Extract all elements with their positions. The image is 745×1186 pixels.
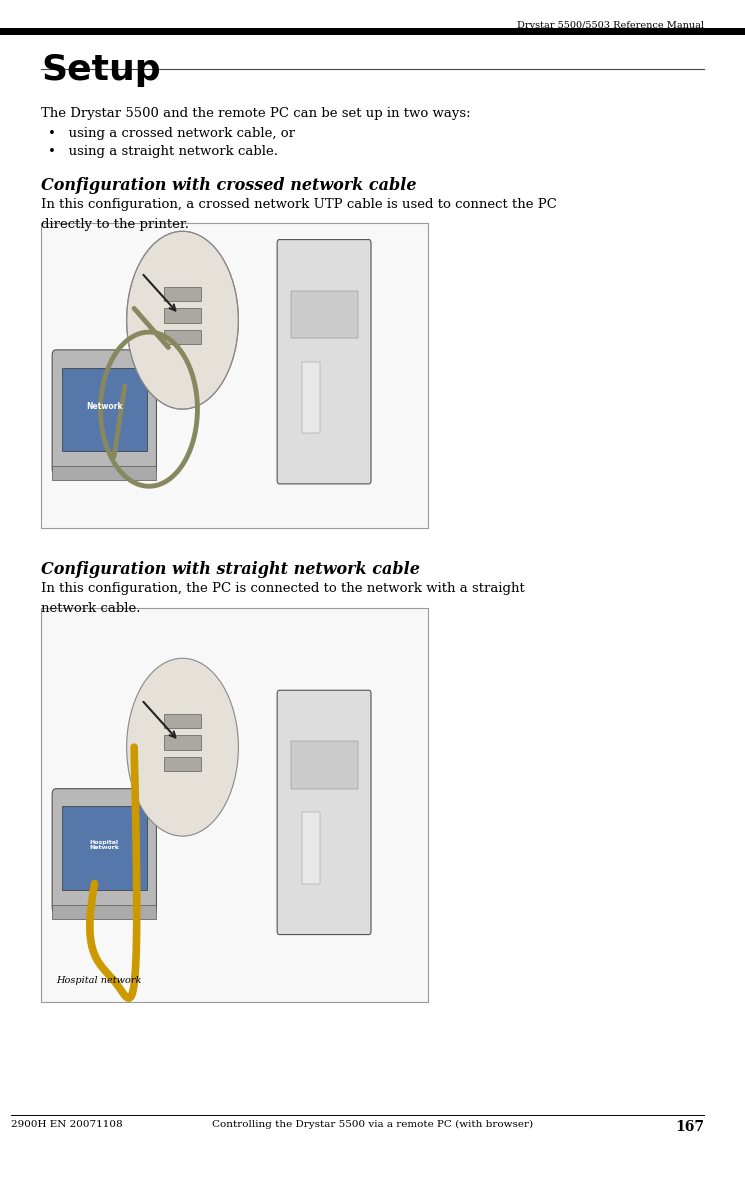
Bar [52, 905, 156, 919]
Bar [164, 714, 201, 728]
Bar [41, 223, 428, 528]
Bar [164, 330, 201, 344]
Text: •   using a crossed network cable, or: • using a crossed network cable, or [48, 127, 296, 140]
Text: Hospital network: Hospital network [56, 976, 142, 986]
FancyBboxPatch shape [52, 350, 156, 474]
FancyBboxPatch shape [277, 690, 371, 935]
Bar [41, 608, 428, 1002]
FancyBboxPatch shape [277, 240, 371, 484]
Text: Hospital
Network: Hospital Network [89, 840, 119, 850]
Text: In this configuration, the PC is connected to the network with a straight: In this configuration, the PC is connect… [41, 582, 524, 595]
Bar [52, 466, 156, 480]
Bar [291, 291, 358, 338]
Bar [62, 368, 147, 451]
Text: 2900H EN 20071108: 2900H EN 20071108 [11, 1120, 123, 1129]
Bar [164, 757, 201, 771]
Bar [164, 287, 201, 301]
Bar [291, 741, 358, 789]
Bar [62, 806, 147, 890]
Text: 167: 167 [675, 1120, 704, 1134]
Text: Configuration with crossed network cable: Configuration with crossed network cable [41, 177, 416, 193]
Text: Network: Network [86, 402, 123, 410]
Circle shape [127, 231, 238, 409]
Bar [0, 27, 745, 34]
Bar [164, 308, 201, 323]
Text: Controlling the Drystar 5500 via a remote PC (with browser): Controlling the Drystar 5500 via a remot… [212, 1120, 533, 1129]
Bar [164, 735, 201, 750]
Text: network cable.: network cable. [41, 602, 141, 616]
Circle shape [127, 658, 238, 836]
FancyBboxPatch shape [52, 789, 156, 913]
Text: directly to the printer.: directly to the printer. [41, 218, 189, 231]
Bar [302, 812, 320, 884]
Text: Setup: Setup [41, 53, 161, 88]
Text: Configuration with straight network cable: Configuration with straight network cabl… [41, 561, 420, 578]
Text: The Drystar 5500 and the remote PC can be set up in two ways:: The Drystar 5500 and the remote PC can b… [41, 107, 471, 120]
Bar [302, 362, 320, 433]
Text: In this configuration, a crossed network UTP cable is used to connect the PC: In this configuration, a crossed network… [41, 198, 557, 211]
Text: Drystar 5500/5503 Reference Manual: Drystar 5500/5503 Reference Manual [517, 20, 704, 30]
Text: •   using a straight network cable.: • using a straight network cable. [48, 145, 279, 158]
